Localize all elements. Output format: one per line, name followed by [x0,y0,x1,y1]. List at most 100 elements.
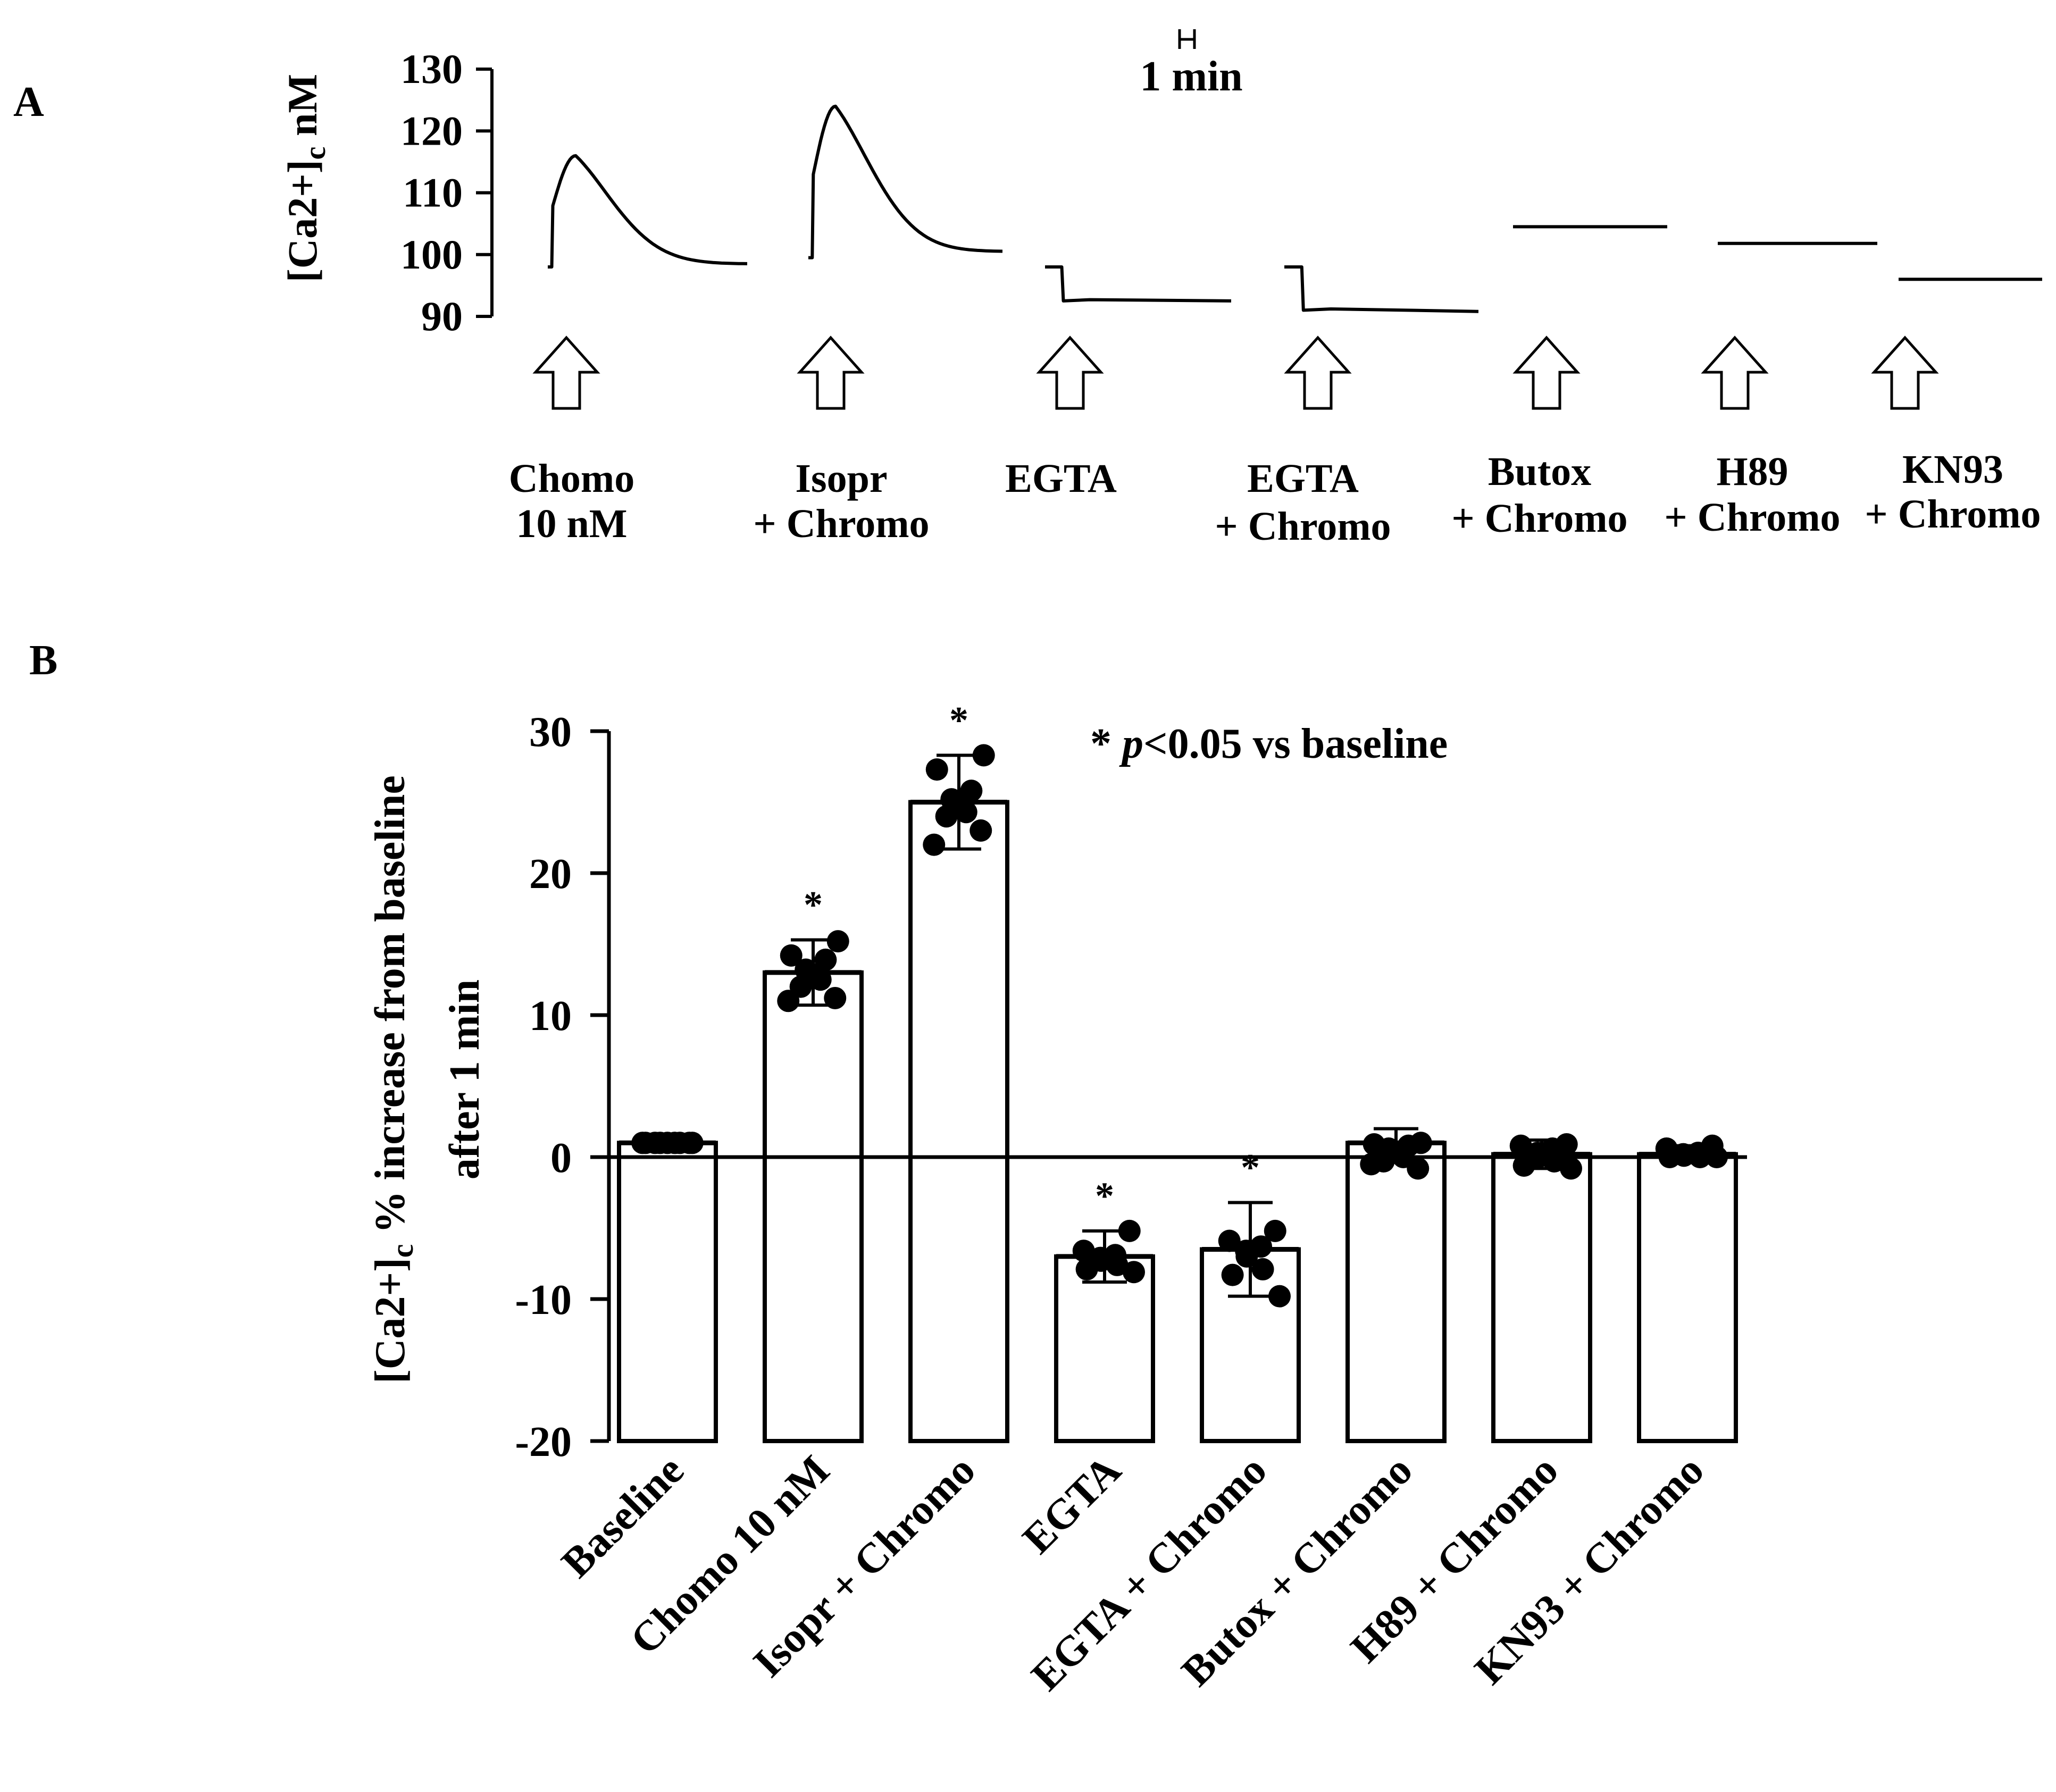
bar [1054,1254,1155,1443]
significance-star: * [1095,1175,1114,1217]
trace-label-line1: Chomo [509,456,634,501]
data-point [809,968,832,991]
panel-b-label: B [29,637,57,684]
data-point [955,801,977,824]
data-point [1075,1258,1098,1280]
panel-b-y-axis-label-line1: [Ca2+]c % increase from baseline [367,775,420,1384]
significance-note-star: * [1090,721,1111,767]
data-point [1658,1146,1681,1168]
significance-note: * p<0.05 vs baseline [1090,721,1448,767]
panel-a-y-tick-label: 120 [400,107,463,154]
data-point [1218,1229,1241,1252]
x-tick-label: Baseline [553,1447,692,1587]
data-point [780,944,803,967]
panel-b: B [Ca2+]c % increase from baseline after… [29,637,1747,1699]
data-point [1235,1245,1258,1268]
significance-star: * [1241,1146,1260,1188]
panel-b-y-axis-label-line2: after 1 min [441,979,488,1179]
data-point [925,758,948,781]
trace-label-line2: + Chromo [1664,495,1840,540]
data-point [970,819,992,842]
trace-line [1045,265,1232,303]
panel-a-y-tick-label: 100 [400,231,463,278]
data-point [1360,1153,1383,1176]
panel-a-y-tick-label: 110 [403,170,463,216]
scale-bar-label: 1 min [1140,53,1242,100]
data-point [923,833,946,856]
data-point [1689,1146,1711,1168]
bar [1637,1152,1738,1443]
trace-label-line2: + Chromo [1451,496,1627,541]
up-arrow-icon [1701,336,1769,410]
panel-a-y-axis-label-main: [Ca2+] [279,160,325,282]
data-point [972,744,995,767]
panel-b-y-tick-label: -10 [515,1277,572,1324]
panel-b-y-tick-label: -20 [515,1419,572,1466]
data-point [1251,1258,1274,1280]
data-point [1543,1150,1566,1173]
panel-a-y-axis-label-sub: c [299,146,332,160]
trace-label-line2: + Chromo [1215,504,1391,549]
trace-label-line1: EGTA [1247,456,1359,501]
trace-line [1284,265,1479,313]
panel-b-y-tick-label: 0 [550,1135,572,1182]
trace-label-line2: 10 nM [516,501,628,546]
trace-label-line1: Isopr [795,456,887,501]
data-point [1106,1253,1129,1276]
panel-b-y-tick-label: 20 [529,851,572,898]
data-point [1123,1261,1145,1284]
panel-a-label: A [13,79,44,125]
trace-label-line1: EGTA [1005,456,1117,501]
x-tick-label: EGTA [1014,1446,1130,1563]
trace-label-line1: KN93 [1902,447,2003,492]
significance-stars: * * * * [804,699,1260,1217]
data-point [935,805,958,828]
data-point [777,990,800,1012]
up-arrow-icon [1871,336,1939,410]
up-arrow-icon [797,336,865,410]
panel-a-y-axis-label: [Ca2+]c nM [279,74,332,282]
up-arrow-icon [1036,336,1104,410]
data-point [1509,1134,1532,1157]
data-point [1560,1157,1582,1180]
panel-a-y-axis-label-unit: nM [279,74,325,147]
data-point [1706,1146,1728,1168]
panel-b-y-label-sub: c [385,1244,420,1258]
panel-a-y-tick-label: 130 [400,46,463,92]
up-arrow-icon [1284,336,1352,410]
scale-bar: 1 min [1140,29,1243,100]
panel-b-y-label-main: [Ca2+] [367,1258,414,1384]
significance-note-rest: <0.05 vs baseline [1143,721,1448,767]
panel-a-axis: 90 100 110 120 130 [400,46,494,339]
data-point [1118,1219,1141,1242]
data-points [631,744,1728,1308]
trace-label-line1: Butox [1488,449,1591,494]
significance-star: * [949,699,968,741]
data-point [678,1132,701,1154]
significance-star: * [804,883,823,926]
panel-a: A [Ca2+]c nM 90 100 110 120 130 1 min Chomo1… [13,29,2042,549]
panel-b-axis: -20 -10 0 10 20 30 [515,709,611,1466]
traces [548,104,2042,313]
data-point [814,948,837,971]
data-point [1264,1219,1286,1242]
bar [1345,1141,1447,1444]
panel-b-y-tick-label: 30 [529,709,572,756]
data-point [1221,1263,1244,1286]
bar [908,800,1009,1443]
up-arrow-icon [532,336,600,410]
bar [1491,1152,1592,1443]
trace-label-line2: + Chromo [1865,492,2041,537]
trace-line [548,154,748,269]
trace-label-line2: + Chromo [753,501,929,546]
trace-label-line1: H89 [1716,449,1788,494]
bars [617,800,1738,1444]
bar [617,1141,718,1444]
panel-a-y-tick-label: 90 [421,293,463,339]
data-point [826,930,849,953]
up-arrow-icon [1512,336,1581,410]
significance-note-p: p [1119,721,1143,767]
